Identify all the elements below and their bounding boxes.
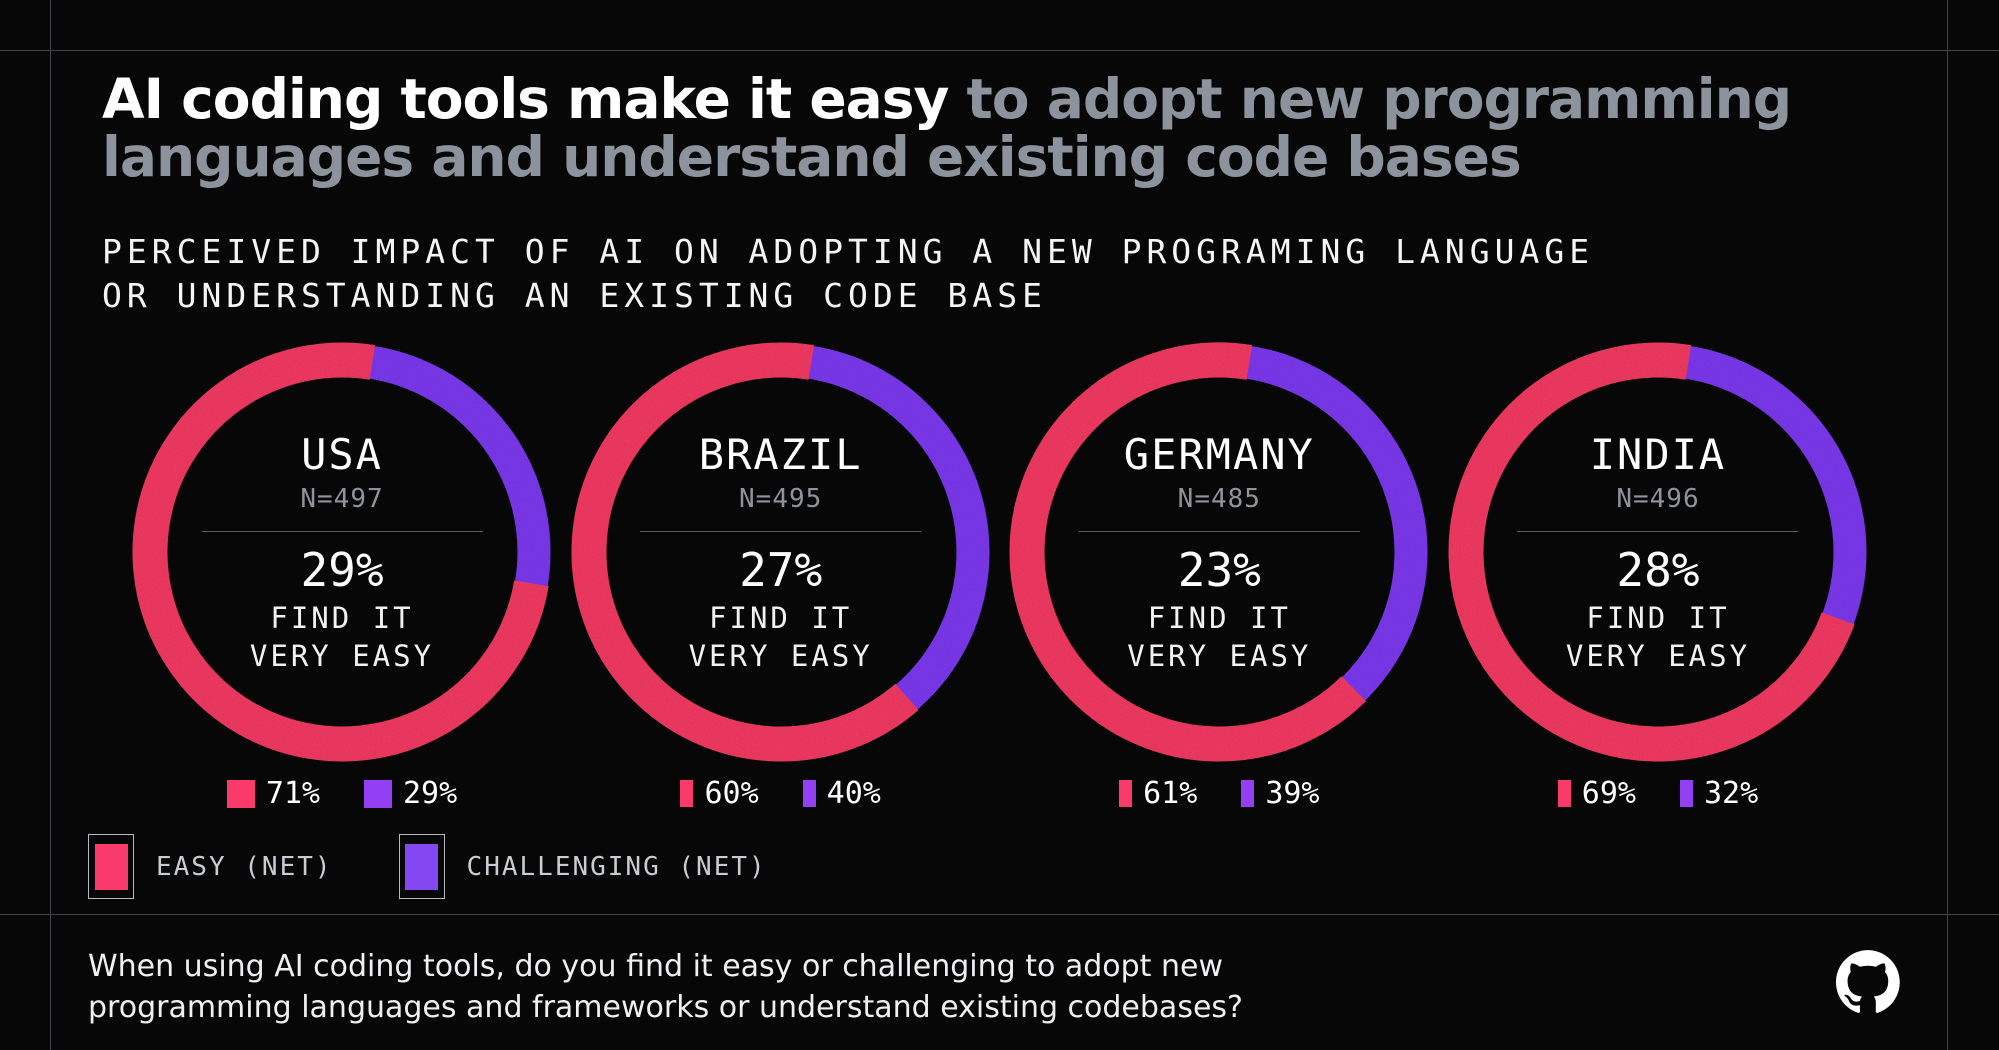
easy-swatch bbox=[680, 780, 694, 807]
challenging-swatch bbox=[1241, 780, 1255, 807]
easy-legend-box bbox=[88, 834, 134, 899]
net-percent-row: 61% 39% bbox=[1009, 776, 1429, 811]
subtitle-line2: OR UNDERSTANDING AN EXISTING CODE BASE bbox=[102, 276, 1047, 315]
very-easy-percent: 23% bbox=[1177, 542, 1261, 597]
challenging-swatch bbox=[1679, 780, 1693, 807]
easy-arc bbox=[132, 342, 552, 762]
title-rest-line1: to adopt new programming bbox=[948, 67, 1792, 131]
country-name: USA bbox=[301, 429, 383, 479]
country-name: BRAZIL bbox=[698, 429, 863, 479]
easy-swatch bbox=[226, 779, 255, 808]
find-it-label-line2: VERY EASY bbox=[688, 638, 873, 673]
challenging-percent-label: 39% bbox=[1265, 776, 1320, 811]
sample-size: N=496 bbox=[1616, 483, 1700, 514]
easy-swatch bbox=[1557, 780, 1571, 807]
country-donut-column: BRAZIL N=495 27% FIND IT VERY EASY 60% 4… bbox=[571, 342, 991, 811]
easy-arc bbox=[1009, 342, 1429, 762]
divider-line bbox=[201, 530, 483, 532]
very-easy-percent: 27% bbox=[739, 542, 823, 597]
challenging-percent-label: 29% bbox=[403, 776, 458, 811]
easy-arc bbox=[571, 342, 991, 762]
easy-percent-label: 69% bbox=[1581, 776, 1636, 811]
donut-ring-svg bbox=[571, 342, 991, 762]
net-percent-row: 69% 32% bbox=[1448, 776, 1868, 811]
find-it-label-line2: VERY EASY bbox=[1127, 638, 1312, 673]
survey-question-line1: When using AI coding tools, do you find … bbox=[88, 949, 1223, 984]
find-it-label-line2: VERY EASY bbox=[249, 638, 435, 673]
easy-legend-swatch bbox=[94, 843, 128, 890]
sample-size: N=497 bbox=[300, 483, 384, 514]
donut-ring-svg bbox=[132, 342, 552, 762]
donut-center-text: GERMANY N=485 23% FIND IT VERY EASY bbox=[1009, 342, 1429, 762]
country-donut-column: USA N=497 29% FIND IT VERY EASY 71% 29% bbox=[132, 342, 552, 811]
challenging-legend-swatch bbox=[405, 843, 439, 890]
divider-line bbox=[640, 530, 922, 532]
frame-rule-vertical-left bbox=[50, 0, 51, 1050]
donut-chart: USA N=497 29% FIND IT VERY EASY bbox=[132, 342, 552, 762]
github-logo-icon bbox=[1836, 950, 1900, 1013]
challenging-swatch bbox=[364, 779, 392, 808]
sample-size: N=495 bbox=[739, 483, 823, 514]
find-it-label-line1: FIND IT bbox=[1586, 600, 1730, 635]
country-name: INDIA bbox=[1589, 429, 1727, 479]
very-easy-percent: 28% bbox=[1616, 542, 1700, 597]
easy-percent-label: 60% bbox=[704, 776, 759, 811]
donut-charts-row: USA N=497 29% FIND IT VERY EASY 71% 29% bbox=[132, 342, 1868, 811]
find-it-label-line2: VERY EASY bbox=[1565, 638, 1751, 673]
survey-question: When using AI coding tools, do you find … bbox=[88, 946, 1243, 1028]
challenging-legend-box bbox=[398, 834, 445, 899]
find-it-label-line1: FIND IT bbox=[709, 600, 853, 635]
challenging-legend-label: CHALLENGING (NET) bbox=[466, 851, 767, 882]
net-percent-row: 60% 40% bbox=[571, 776, 991, 811]
country-name: GERMANY bbox=[1123, 429, 1315, 479]
frame-rule-horizontal-top bbox=[0, 50, 1999, 51]
chart-legend: EASY (NET) CHALLENGING (NET) bbox=[88, 834, 1999, 899]
challenging-swatch bbox=[802, 780, 816, 807]
country-donut-column: INDIA N=496 28% FIND IT VERY EASY 69% 32… bbox=[1448, 342, 1868, 811]
donut-ring-svg bbox=[1448, 342, 1868, 762]
find-it-label-line1: FIND IT bbox=[270, 600, 414, 635]
page-title: AI coding tools make it easy to adopt ne… bbox=[102, 70, 1999, 186]
donut-center-text: USA N=497 29% FIND IT VERY EASY bbox=[132, 342, 552, 762]
challenging-percent-label: 32% bbox=[1703, 776, 1759, 811]
challenging-percent-label: 40% bbox=[826, 776, 881, 811]
easy-percent-label: 71% bbox=[265, 776, 320, 811]
country-donut-column: GERMANY N=485 23% FIND IT VERY EASY 61% … bbox=[1009, 342, 1429, 811]
donut-chart: INDIA N=496 28% FIND IT VERY EASY bbox=[1448, 342, 1868, 762]
donut-chart: BRAZIL N=495 27% FIND IT VERY EASY bbox=[571, 342, 991, 762]
chart-subtitle: PERCEIVED IMPACT OF AI ON ADOPTING A NEW… bbox=[102, 230, 1999, 318]
divider-line bbox=[1078, 530, 1360, 532]
easy-swatch bbox=[1119, 780, 1133, 807]
header: AI coding tools make it easy to adopt ne… bbox=[0, 0, 1999, 318]
frame-rule-horizontal-bottom bbox=[0, 914, 1999, 915]
very-easy-percent: 29% bbox=[300, 542, 384, 597]
find-it-label-line1: FIND IT bbox=[1147, 600, 1291, 635]
easy-legend-label: EASY (NET) bbox=[156, 851, 333, 882]
divider-line bbox=[1517, 530, 1799, 532]
survey-question-line2: programming languages and frameworks or … bbox=[88, 990, 1243, 1025]
donut-ring-svg bbox=[1009, 342, 1429, 762]
net-percent-row: 71% 29% bbox=[132, 776, 552, 811]
title-highlight: AI coding tools make it easy bbox=[102, 67, 949, 131]
donut-center-text: INDIA N=496 28% FIND IT VERY EASY bbox=[1448, 342, 1868, 762]
frame-rule-vertical-right bbox=[1947, 0, 1948, 1050]
donut-center-text: BRAZIL N=495 27% FIND IT VERY EASY bbox=[571, 342, 991, 762]
donut-chart: GERMANY N=485 23% FIND IT VERY EASY bbox=[1009, 342, 1429, 762]
subtitle-line1: PERCEIVED IMPACT OF AI ON ADOPTING A NEW… bbox=[102, 232, 1595, 271]
title-line2: languages and understand existing code b… bbox=[102, 125, 1522, 189]
easy-percent-label: 61% bbox=[1143, 776, 1198, 811]
sample-size: N=485 bbox=[1177, 483, 1261, 514]
